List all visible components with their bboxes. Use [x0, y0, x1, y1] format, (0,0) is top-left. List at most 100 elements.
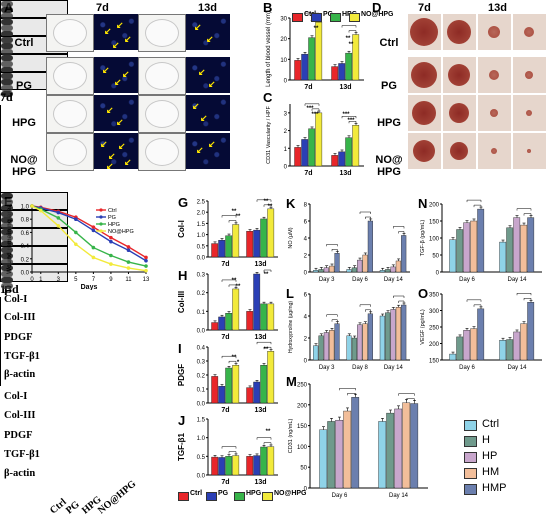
x-tick-label: 0 — [30, 277, 34, 283]
y-tick-label: 100 — [429, 237, 440, 243]
bar — [301, 139, 309, 167]
wound-photo — [513, 57, 546, 93]
significance-bracket — [393, 295, 405, 298]
petri-dish-image — [138, 57, 186, 95]
blot-band — [1, 79, 13, 85]
bar — [329, 330, 335, 361]
bar — [499, 241, 507, 273]
panel-d-row-hpg: HPG — [377, 117, 401, 129]
bar — [225, 367, 233, 404]
y-tick-label: 0.4 — [197, 346, 206, 352]
data-point — [109, 262, 113, 266]
wound-photo — [513, 14, 546, 50]
bar — [294, 147, 302, 167]
bar — [308, 128, 316, 167]
legend-label: NO@HPG — [274, 490, 307, 497]
legend-swatch — [464, 436, 477, 447]
blot-band — [1, 7, 13, 13]
significance-bracket — [348, 30, 357, 33]
bar — [351, 337, 357, 361]
significance-bracket — [347, 393, 356, 396]
blot-label: PDGF — [4, 430, 33, 441]
blot-band — [1, 193, 13, 199]
data-point — [38, 208, 43, 213]
data-point — [144, 268, 148, 273]
legend-swatch — [464, 420, 477, 431]
x-tick-label: Day 6 — [459, 365, 475, 371]
chart-e: 0.00.20.40.60.81.00135791113DaysWound re… — [6, 204, 150, 290]
blot-band — [1, 247, 13, 253]
blot-band — [1, 199, 13, 205]
legend-swatch — [262, 492, 273, 501]
bar — [470, 328, 478, 361]
wound-photo — [478, 95, 511, 131]
data-point — [126, 266, 131, 270]
chart-b: 0 10 20 30 Length of blood vessel (mm) 7d 13d *… — [266, 11, 364, 91]
x-tick-label: Day 6 — [459, 277, 475, 283]
bar — [357, 324, 363, 361]
significance-bracket — [228, 284, 237, 287]
fluorescence-image: ↙ ↙ — [186, 14, 230, 50]
bar — [470, 220, 478, 273]
chart-o: 150 200 250 300 350 VEGF (pg/mL) Day 6 Day 14 — [420, 293, 542, 371]
panel-label-k: K — [286, 196, 296, 211]
x-tick-label: 7 — [92, 277, 96, 283]
bar — [352, 125, 360, 167]
y-tick-label: 0.2 — [197, 291, 206, 297]
wound-area — [491, 148, 497, 154]
data-point — [126, 248, 131, 253]
bar — [520, 224, 528, 273]
bar — [327, 421, 336, 489]
petri-dish-image — [46, 57, 94, 95]
bar — [313, 345, 319, 361]
blot-band — [1, 49, 13, 55]
chart-k: 0 2 4 6 8 NO (μM) Day 3 Day 6 Day 14 — [288, 203, 410, 283]
blot-strip — [0, 246, 68, 271]
legend-marker — [99, 208, 103, 212]
panel-label-a: A — [4, 0, 14, 15]
x-tick-label: Day 3 — [319, 365, 335, 371]
bar — [318, 269, 324, 273]
bar — [334, 253, 340, 273]
bar — [315, 112, 323, 167]
yellow-arrow-icon: ↙ — [194, 22, 202, 32]
significance-bracket — [406, 398, 415, 401]
bar — [318, 335, 324, 361]
series-line — [31, 205, 147, 267]
y-tick-label: 0.6 — [21, 231, 30, 237]
y-axis-label: PDGF — [177, 364, 186, 386]
legend-label: Ctrl — [304, 11, 316, 18]
blot-label: Col-III — [4, 410, 36, 421]
bar — [313, 270, 319, 273]
significance-bracket — [326, 244, 338, 247]
significance-marker: ** — [349, 42, 354, 48]
dish-circle — [53, 19, 87, 47]
y-tick-label: 0 — [436, 271, 440, 277]
y-tick-label: 0.4 — [21, 244, 30, 250]
legend-label: HP — [482, 450, 498, 462]
x-tick-label: 11 — [125, 277, 132, 283]
bar — [379, 315, 385, 361]
significance-bracket — [221, 355, 237, 359]
wound-area — [450, 142, 468, 160]
bar — [357, 259, 363, 273]
legend-label: PG — [108, 215, 116, 221]
y-tick-label: 0.2 — [21, 257, 30, 263]
blot-band — [1, 61, 13, 67]
wound-area — [526, 110, 532, 116]
y-axis-label: Length of blood vessel (mm) — [266, 11, 272, 87]
wound-area — [449, 103, 469, 123]
dish-circle — [53, 62, 87, 90]
data-point — [109, 253, 113, 258]
significance-bracket — [339, 388, 356, 391]
blot-band — [1, 265, 13, 271]
panel-a-row-pg: PG — [16, 80, 32, 92]
bar — [338, 151, 346, 167]
data-point — [91, 255, 96, 260]
x-tick-label: Day 14 — [507, 277, 527, 283]
wound-photo — [408, 95, 441, 131]
bar — [246, 387, 254, 404]
significance-marker: ** — [264, 272, 269, 278]
panel-label-j: J — [178, 413, 186, 428]
